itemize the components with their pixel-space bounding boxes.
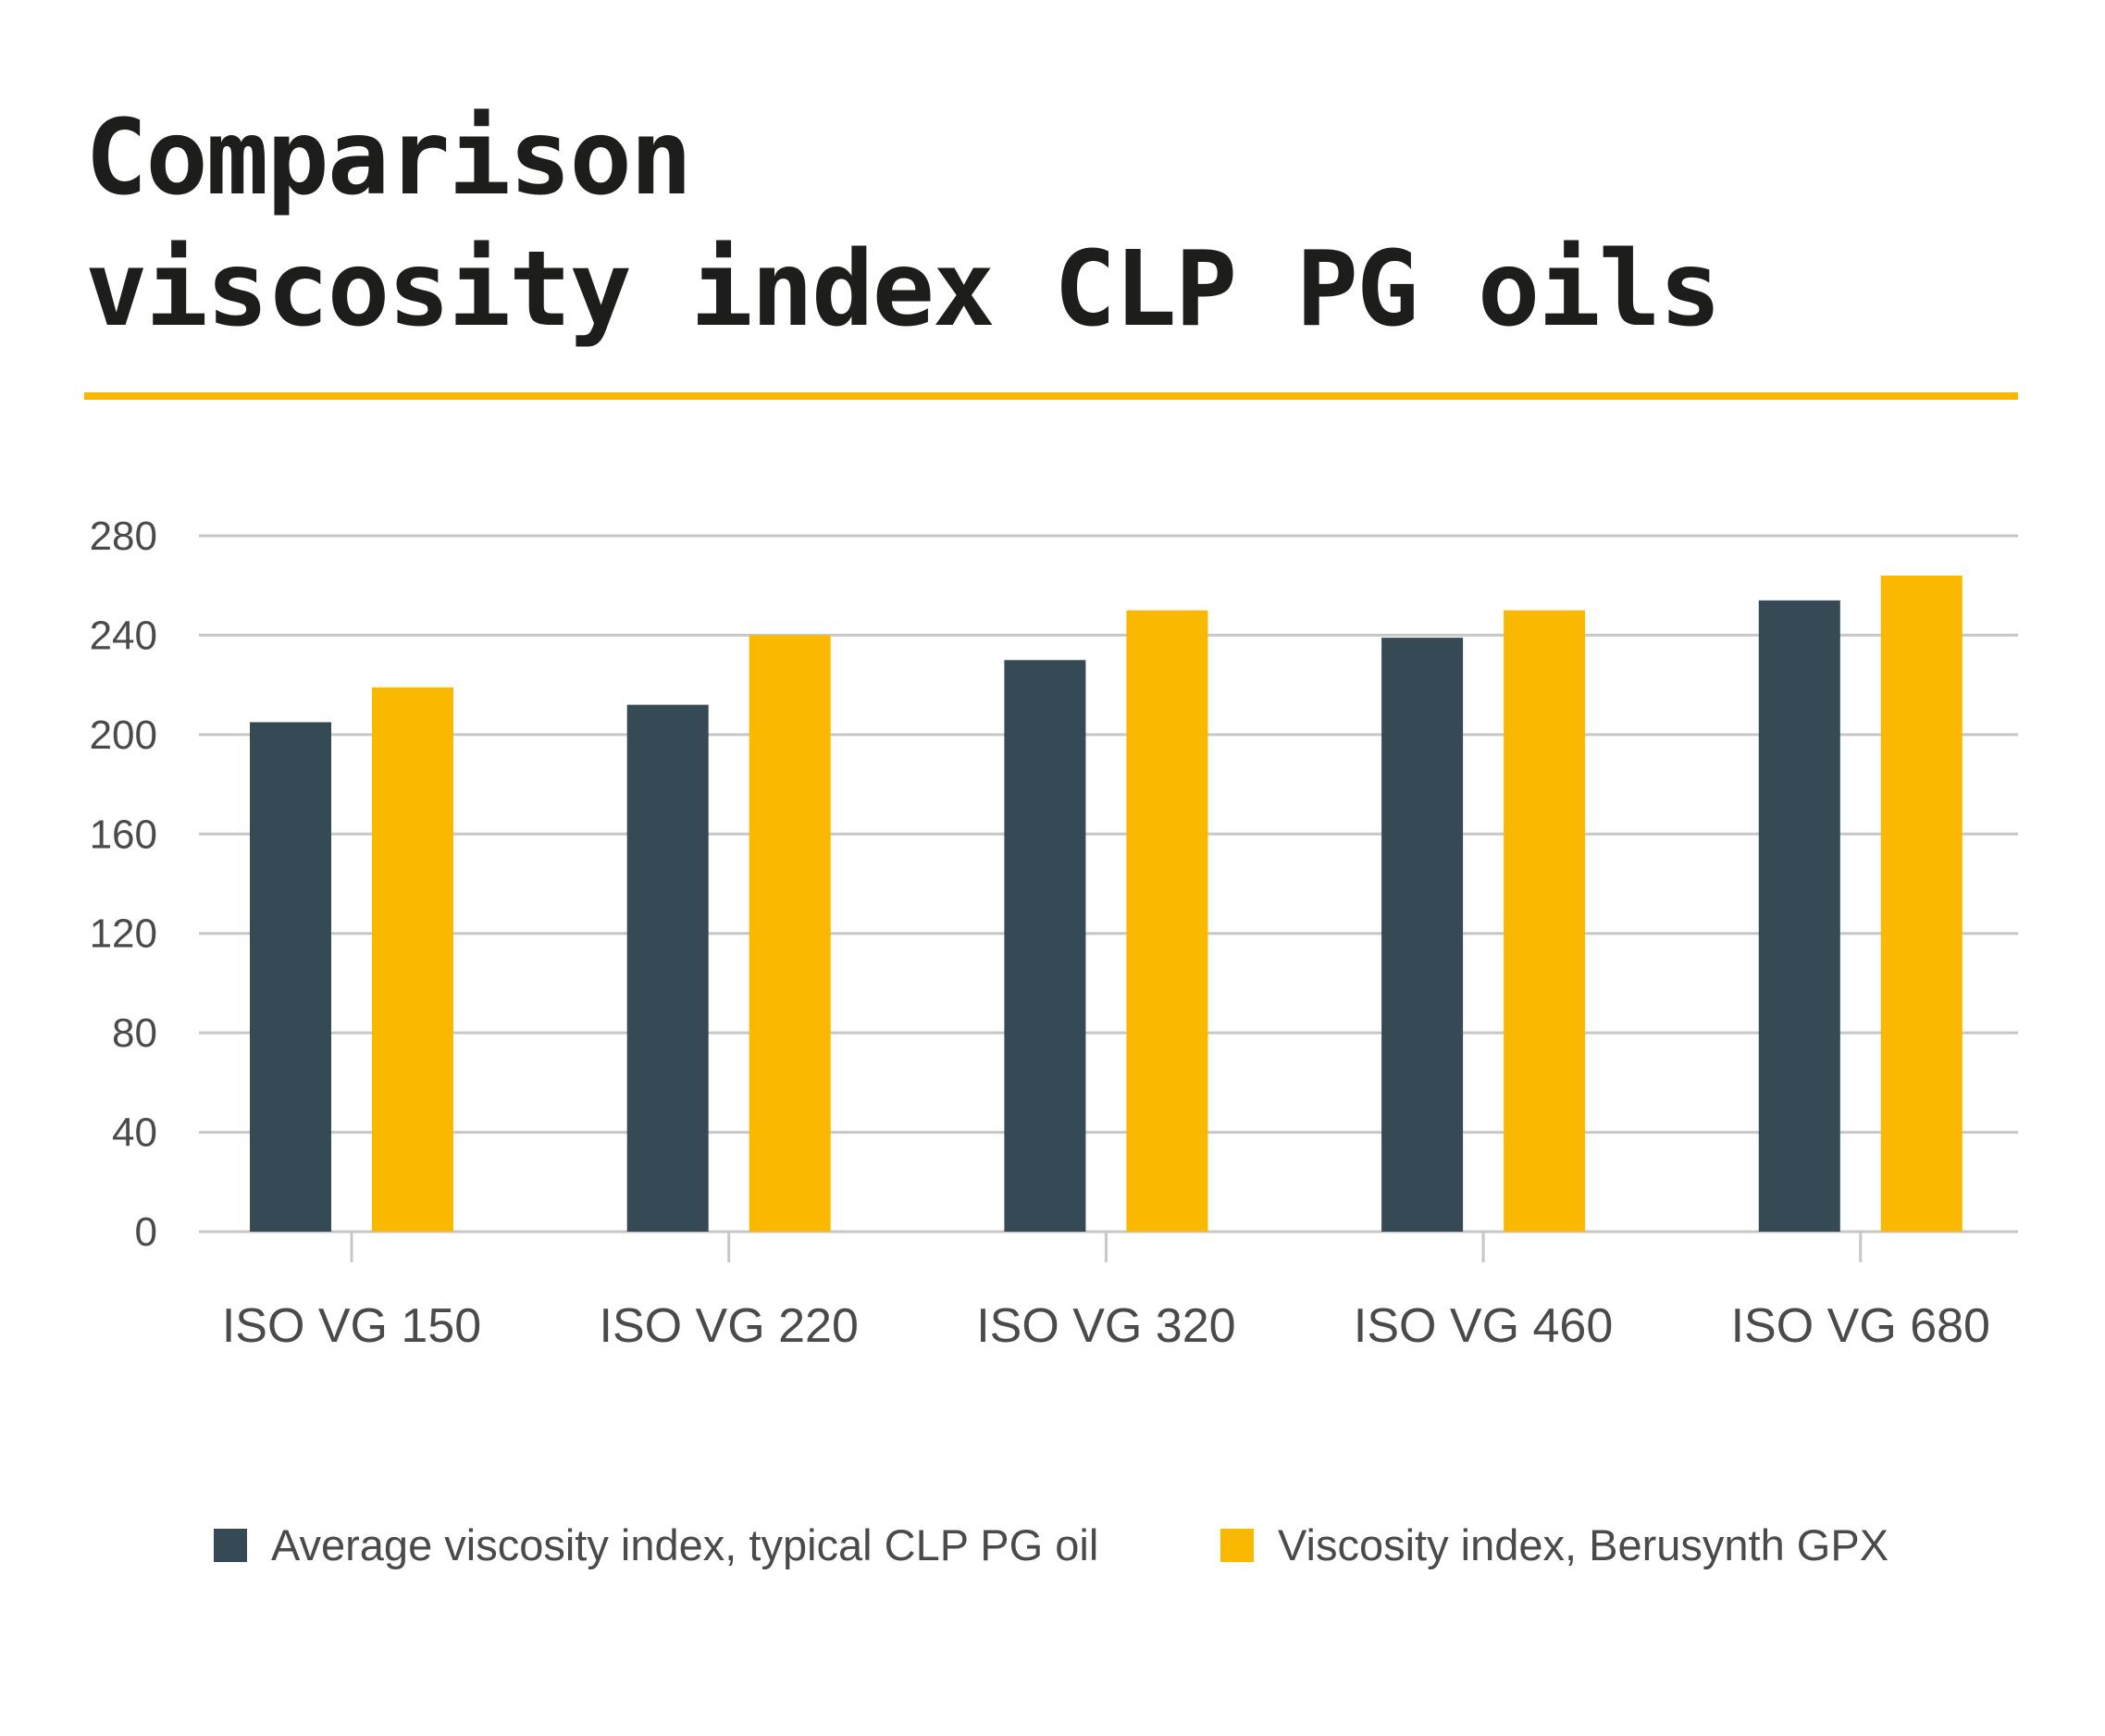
x-tick-label: ISO VG 680 <box>1731 1299 1990 1353</box>
bar-average <box>626 704 709 1232</box>
y-tick-label: 40 <box>112 1110 157 1156</box>
y-tick-label: 160 <box>90 812 157 857</box>
legend-label: Average viscosity index, typical CLP PG … <box>271 1520 1099 1569</box>
bar-berusynth <box>1504 610 1586 1232</box>
x-tick-label: ISO VG 150 <box>222 1299 481 1353</box>
legend-item-berusynth: Viscosity index, Berusynth GPX <box>1220 1519 1888 1570</box>
y-tick-label: 200 <box>90 713 157 758</box>
x-tick-label: ISO VG 460 <box>1354 1299 1613 1353</box>
bar-average <box>250 722 331 1232</box>
title-underline <box>84 392 2018 400</box>
bar-berusynth <box>749 635 831 1232</box>
chart-title: Comparison viscosity index CLP PG oils <box>85 93 1722 355</box>
bar-average <box>1381 638 1464 1232</box>
bar-berusynth <box>1880 575 1963 1232</box>
legend-label: Viscosity index, Berusynth GPX <box>1278 1520 1889 1569</box>
x-tick-label: ISO VG 220 <box>600 1299 859 1353</box>
y-tick-label: 240 <box>90 613 157 658</box>
bar-berusynth <box>1126 610 1208 1232</box>
y-tick-label: 280 <box>90 514 157 559</box>
y-tick-label: 120 <box>90 911 157 957</box>
x-tick-label: ISO VG 320 <box>976 1299 1235 1353</box>
title-line-2: viscosity index CLP PG oils <box>85 229 1722 350</box>
y-tick-label: 80 <box>112 1011 157 1056</box>
legend-swatch-dark <box>214 1528 247 1562</box>
bar-average <box>1004 660 1086 1232</box>
legend-item-average: Average viscosity index, typical CLP PG … <box>214 1519 1098 1570</box>
bar-average <box>1758 600 1840 1232</box>
bar-berusynth <box>372 687 453 1232</box>
legend-swatch-yellow <box>1220 1528 1254 1562</box>
title-line-1: Comparison <box>85 98 692 218</box>
y-tick-label: 0 <box>135 1209 157 1255</box>
